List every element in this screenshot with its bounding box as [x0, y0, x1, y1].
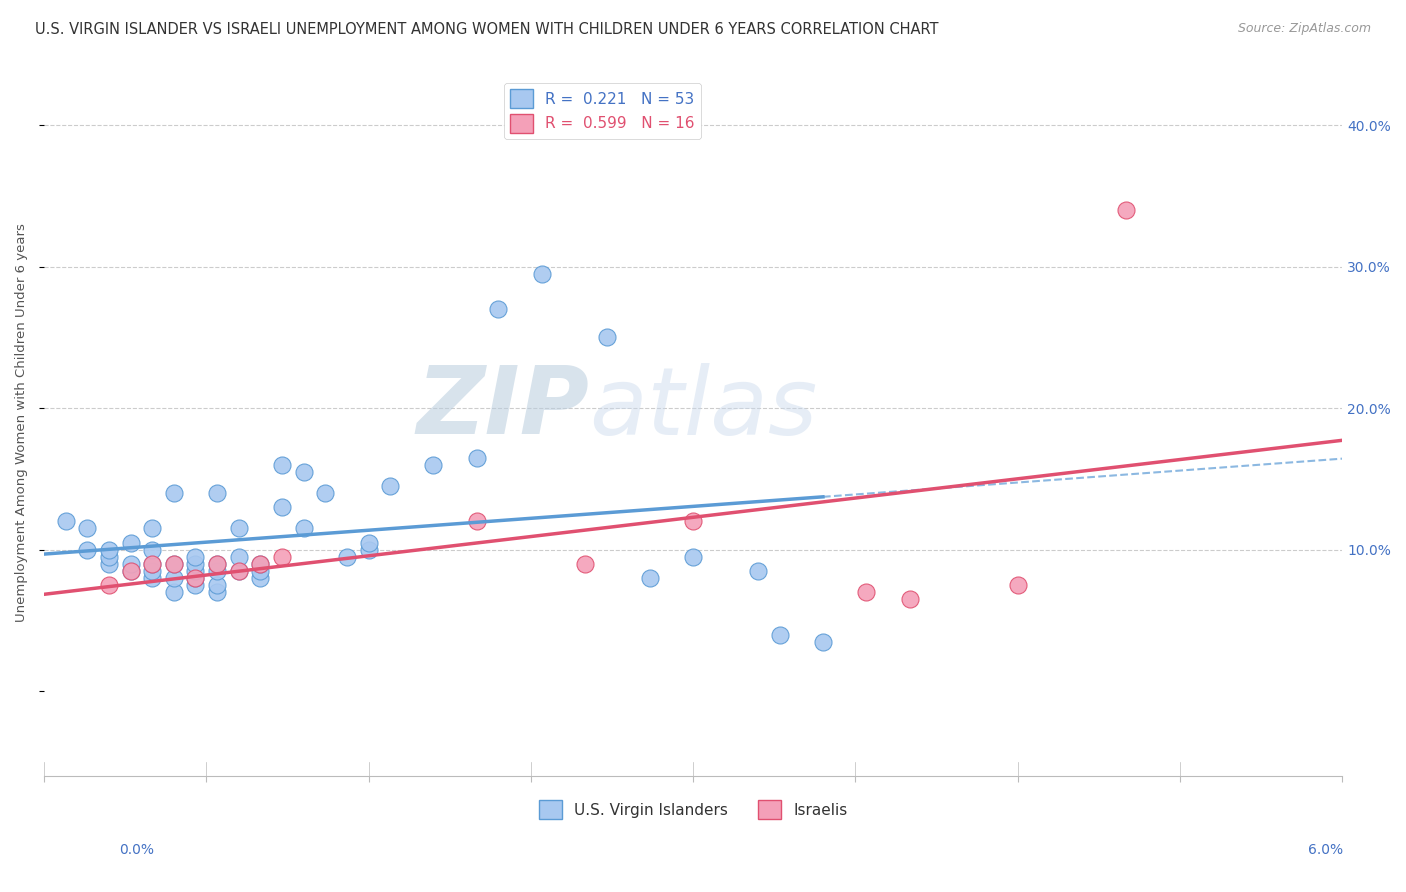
Point [486, 302, 509, 317]
Point [595, 330, 617, 344]
Point [163, 571, 186, 585]
Point [271, 549, 294, 564]
Point [205, 585, 228, 599]
Point [638, 571, 661, 585]
Point [811, 634, 834, 648]
Point [898, 592, 921, 607]
Point [769, 627, 792, 641]
Point [855, 585, 877, 599]
Point [205, 486, 228, 500]
Point [465, 450, 488, 465]
Point [141, 557, 163, 571]
Point [205, 564, 228, 578]
Point [97, 578, 120, 592]
Point [120, 564, 142, 578]
Point [249, 557, 271, 571]
Point [249, 564, 271, 578]
Point [357, 542, 380, 557]
Point [422, 458, 444, 472]
Point [574, 557, 596, 571]
Point [184, 549, 207, 564]
Text: Source: ZipAtlas.com: Source: ZipAtlas.com [1237, 22, 1371, 36]
Point [141, 571, 163, 585]
Point [120, 564, 142, 578]
Point [228, 521, 250, 535]
Point [228, 564, 250, 578]
Text: U.S. VIRGIN ISLANDER VS ISRAELI UNEMPLOYMENT AMONG WOMEN WITH CHILDREN UNDER 6 Y: U.S. VIRGIN ISLANDER VS ISRAELI UNEMPLOY… [35, 22, 939, 37]
Point [249, 557, 271, 571]
Point [530, 267, 553, 281]
Point [380, 479, 402, 493]
Point [682, 549, 704, 564]
Point [97, 549, 120, 564]
Point [184, 564, 207, 578]
Point [1007, 578, 1029, 592]
Point [292, 465, 315, 479]
Point [141, 557, 163, 571]
Point [120, 557, 142, 571]
Point [141, 542, 163, 557]
Point [184, 578, 207, 592]
Point [228, 564, 250, 578]
Point [141, 564, 163, 578]
Point [76, 542, 98, 557]
Legend: U.S. Virgin Islanders, Israelis: U.S. Virgin Islanders, Israelis [533, 794, 853, 825]
Point [271, 500, 294, 515]
Point [205, 578, 228, 592]
Point [163, 557, 186, 571]
Point [184, 571, 207, 585]
Point [205, 557, 228, 571]
Point [55, 515, 77, 529]
Point [141, 521, 163, 535]
Point [465, 515, 488, 529]
Point [97, 542, 120, 557]
Point [184, 571, 207, 585]
Point [163, 486, 186, 500]
Point [163, 585, 186, 599]
Point [249, 571, 271, 585]
Point [271, 458, 294, 472]
Point [97, 557, 120, 571]
Text: 0.0%: 0.0% [120, 843, 155, 857]
Point [1115, 202, 1137, 217]
Point [314, 486, 336, 500]
Point [292, 521, 315, 535]
Point [682, 515, 704, 529]
Point [205, 557, 228, 571]
Point [357, 535, 380, 549]
Point [76, 521, 98, 535]
Point [228, 549, 250, 564]
Y-axis label: Unemployment Among Women with Children Under 6 years: Unemployment Among Women with Children U… [15, 223, 28, 622]
Text: ZIP: ZIP [416, 362, 589, 454]
Point [163, 557, 186, 571]
Text: 6.0%: 6.0% [1308, 843, 1343, 857]
Point [747, 564, 769, 578]
Point [336, 549, 359, 564]
Point [184, 557, 207, 571]
Point [120, 535, 142, 549]
Text: atlas: atlas [589, 363, 817, 454]
